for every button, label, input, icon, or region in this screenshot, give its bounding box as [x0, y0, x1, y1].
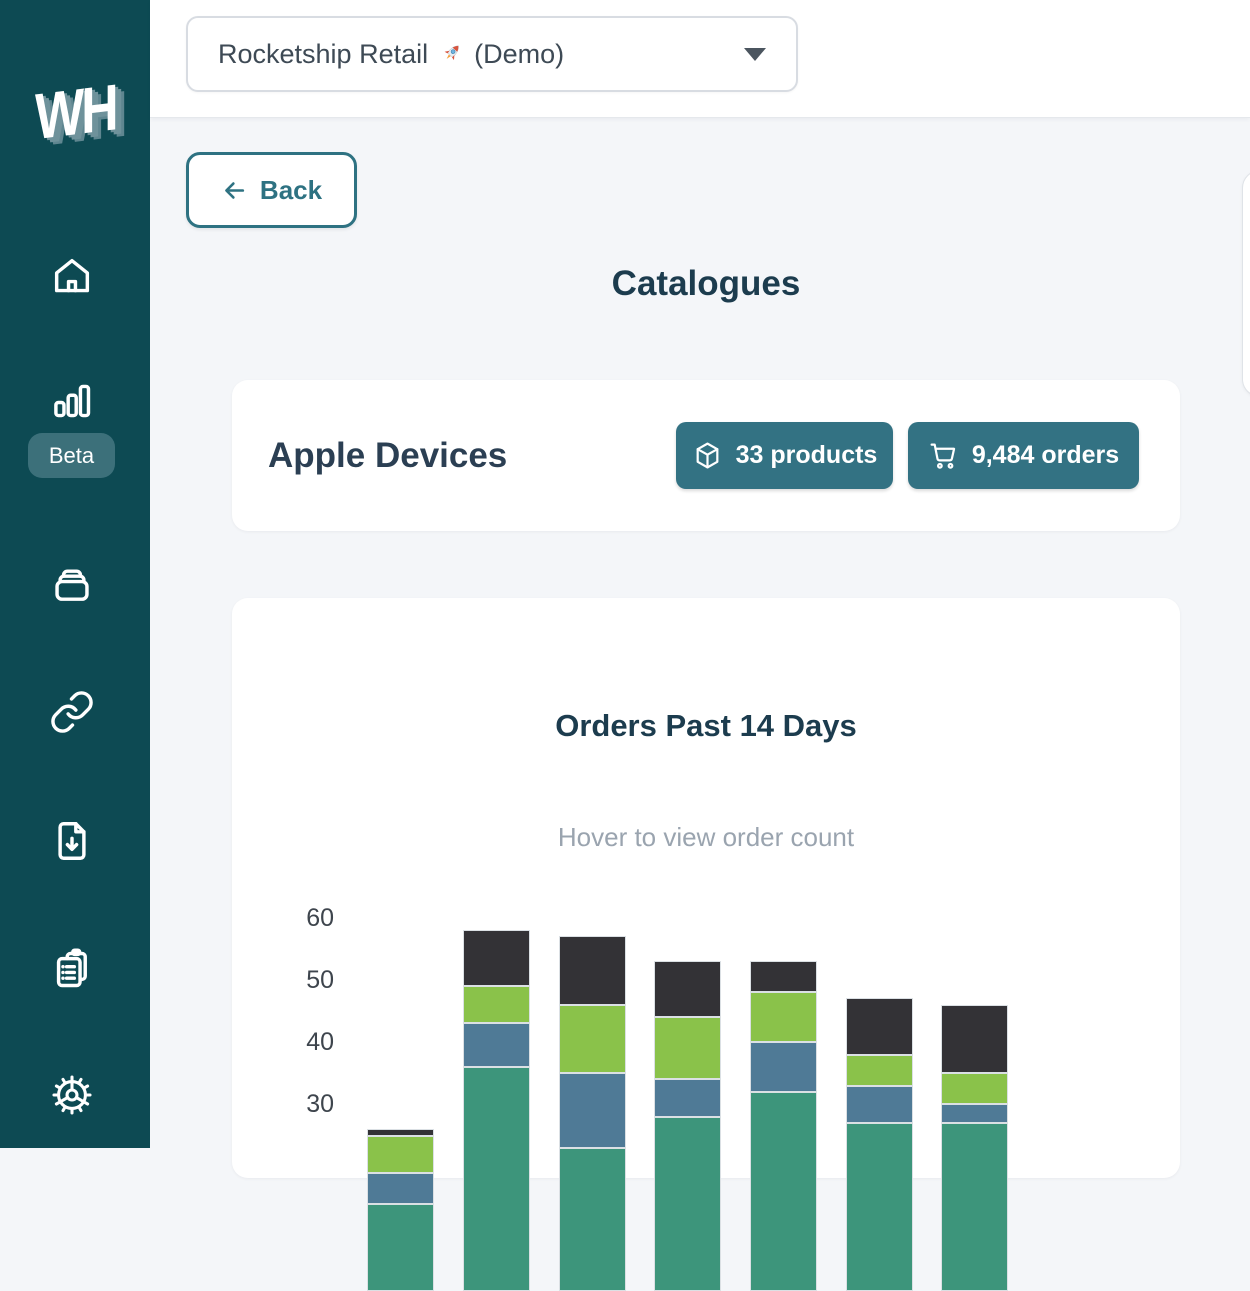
sidebar-item-3[interactable]	[49, 562, 95, 608]
bar-chart-icon	[54, 384, 91, 418]
sidebar-item-2[interactable]	[49, 378, 95, 424]
workspace-selector-dropdown[interactable]: Rocketship Retail (Demo)	[186, 16, 798, 92]
clipboard-icon	[56, 948, 87, 988]
bar-segment-series-dark[interactable]	[845, 998, 913, 1055]
bar-segment-series-teal[interactable]	[558, 1148, 626, 1291]
drawer-icon	[55, 569, 89, 601]
y-axis-tick-label: 50	[306, 965, 334, 994]
bar-segment-series-blue[interactable]	[654, 1079, 721, 1117]
bar-segment-series-blue[interactable]	[845, 1085, 913, 1124]
caret-down-icon	[744, 47, 766, 61]
orders-count-button[interactable]: 9,484 orders	[908, 422, 1139, 489]
products-count-button[interactable]: 33 products	[676, 422, 893, 489]
chart-subtitle: Hover to view order count	[557, 822, 855, 852]
stacked-bar-chart: 60 50 40 30	[232, 598, 1180, 1291]
y-axis-tick-label: 40	[306, 1028, 334, 1057]
arrow-left-icon	[225, 181, 245, 199]
bar-segment-series-dark[interactable]	[463, 929, 530, 987]
catalogue-name: Apple Devices	[268, 435, 508, 475]
rocket-emoji-icon	[444, 45, 459, 61]
bar-segment-series-blue[interactable]	[558, 1073, 626, 1148]
app-logo[interactable]: WH	[24, 58, 126, 168]
bar-segment-series-blue[interactable]	[941, 1104, 1008, 1124]
sidebar-item-7[interactable]	[49, 1072, 95, 1118]
bar-segment-series-blue[interactable]	[750, 1042, 817, 1092]
chart-title: Orders Past 14 Days	[555, 708, 857, 743]
workspace-selector-label: Rocketship Retail (Demo)	[218, 38, 565, 69]
y-axis-tick-label: 30	[306, 1090, 334, 1119]
sidebar: WH Beta	[0, 0, 150, 1148]
cart-icon	[930, 443, 956, 469]
bar-segment-series-green[interactable]	[750, 992, 817, 1043]
bar-segment-series-teal[interactable]	[654, 1116, 721, 1291]
partial-card-right-edge[interactable]	[1242, 170, 1250, 397]
beta-badge: Beta	[28, 433, 115, 478]
bar-segment-series-blue[interactable]	[463, 1023, 530, 1068]
bar-segment-series-teal[interactable]	[845, 1123, 913, 1291]
bar-segment-series-green[interactable]	[941, 1073, 1008, 1105]
package-icon	[696, 442, 719, 469]
bar-segment-series-green[interactable]	[845, 1054, 913, 1086]
bar-segment-series-green[interactable]	[558, 1004, 626, 1074]
bar-segment-series-dark[interactable]	[654, 961, 721, 1018]
bar-segment-series-teal[interactable]	[367, 1204, 434, 1291]
bar-segment-series-teal[interactable]	[463, 1067, 530, 1291]
sidebar-item-4[interactable]	[49, 689, 95, 735]
bar-segment-series-dark[interactable]	[367, 1129, 434, 1136]
bar-segment-series-dark[interactable]	[750, 961, 817, 993]
bar-segment-series-dark[interactable]	[558, 936, 626, 1005]
sidebar-item-1[interactable]	[49, 253, 95, 299]
gear-icon	[52, 1075, 92, 1115]
home-icon	[54, 258, 90, 293]
bar-segment-series-teal[interactable]	[750, 1091, 817, 1291]
page-title: Catalogues	[611, 264, 801, 303]
file-download-icon	[58, 822, 86, 860]
bar-segment-series-teal[interactable]	[941, 1123, 1008, 1291]
sidebar-item-6[interactable]	[49, 946, 95, 992]
back-button[interactable]: Back	[186, 152, 357, 228]
bar-segment-series-blue[interactable]	[367, 1172, 434, 1205]
wh-logo-icon: WH	[34, 71, 116, 155]
bar-segment-series-green[interactable]	[654, 1017, 721, 1080]
bar-segment-series-green[interactable]	[367, 1135, 434, 1173]
bar-segment-series-dark[interactable]	[941, 1004, 1008, 1074]
bar-segment-series-green[interactable]	[463, 986, 530, 1024]
catalogue-card: Apple Devices 33 products 9,484 orders	[232, 380, 1180, 531]
orders-chart-card: Orders Past 14 Days Hover to view order …	[232, 598, 1180, 1291]
sidebar-item-5[interactable]	[49, 818, 95, 864]
link-icon	[51, 691, 93, 733]
y-axis-tick-label: 60	[306, 903, 334, 932]
